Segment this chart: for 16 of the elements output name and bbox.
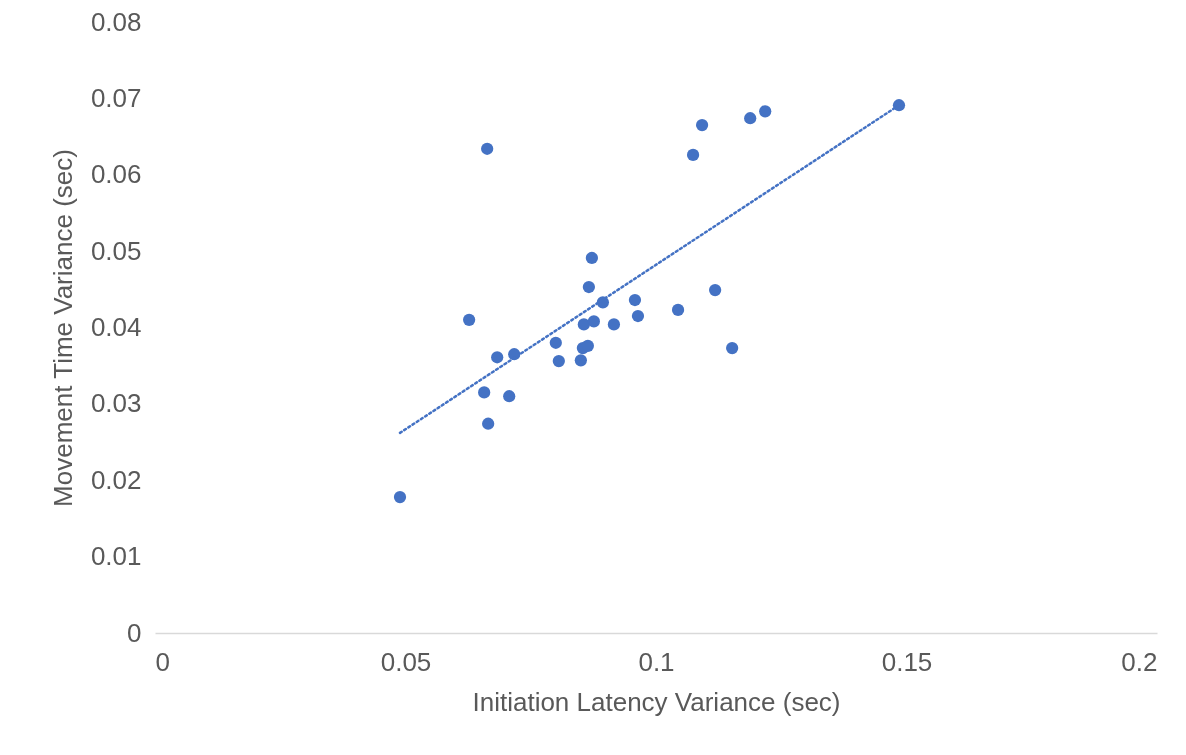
x-tick-label: 0.2 (1121, 646, 1158, 677)
y-axis-title: Movement Time Variance (sec) (47, 149, 78, 507)
y-tick-label: 0.04 (90, 312, 142, 342)
y-tick-label: 0.08 (90, 6, 142, 37)
y-tick-label: 0.02 (90, 464, 142, 495)
y-tick-label: 0.01 (90, 541, 142, 572)
x-tick-label: 0.1 (638, 646, 675, 677)
x-tick-label: 0 (155, 646, 170, 677)
y-tick-label: 0.07 (90, 82, 142, 113)
x-tick-label: 0.05 (380, 646, 432, 677)
y-tick-label: 0 (127, 617, 142, 648)
x-tick-label: 0.15 (881, 646, 933, 677)
x-axis-title: Initiation Latency Variance (sec) (472, 686, 841, 717)
y-tick-label: 0.05 (90, 235, 142, 266)
y-tick-label: 0.06 (90, 159, 142, 190)
y-tick-label: 0.03 (90, 388, 142, 419)
